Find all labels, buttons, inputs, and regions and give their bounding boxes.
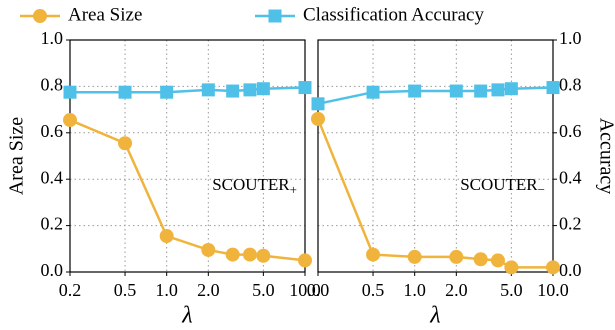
y-tick-label: 0.0 (559, 260, 582, 280)
y-tick-label: 0.2 (559, 214, 582, 234)
x-tick-label: 0.5 (114, 280, 137, 300)
annotation-text: SCOUTER (212, 175, 290, 194)
marker (159, 229, 174, 244)
y-tick-label: 0.4 (41, 167, 64, 187)
marker (504, 82, 518, 96)
marker (504, 260, 519, 275)
marker (311, 97, 325, 111)
y-tick-label: 0.6 (559, 121, 582, 141)
marker (311, 111, 325, 126)
x-tick-label: 5.0 (500, 280, 523, 300)
x-tick-label: 0.5 (362, 280, 385, 300)
annotation-sub: − (538, 182, 545, 197)
marker (407, 249, 422, 264)
y-tick-label: 1.0 (559, 28, 582, 48)
marker (243, 83, 257, 97)
marker (449, 84, 463, 98)
x-tick-label: 10.0 (289, 280, 321, 300)
plot-frame (69, 39, 306, 273)
x-axis-label: λ (429, 303, 440, 329)
marker (366, 85, 380, 99)
marker (449, 249, 464, 264)
y-tick-label: 0.2 (41, 214, 64, 234)
y-tick-label: 0.0 (41, 260, 64, 280)
legend-marker (33, 9, 47, 23)
x-tick-label: 0.0 (307, 280, 330, 300)
marker (490, 253, 505, 268)
marker (225, 247, 240, 262)
marker (491, 83, 505, 97)
y-tick-label: 0.6 (41, 121, 64, 141)
x-tick-label: 1.0 (155, 280, 178, 300)
marker (201, 242, 216, 257)
plot-frame (317, 39, 554, 273)
marker (160, 85, 174, 99)
marker (473, 252, 488, 267)
marker (118, 136, 133, 151)
marker (474, 84, 488, 98)
x-tick-label: 5.0 (252, 280, 275, 300)
annotation: SCOUTER− (460, 175, 545, 197)
marker (546, 260, 560, 275)
annotation-text: SCOUTER (460, 175, 538, 194)
marker (63, 85, 77, 99)
marker (63, 113, 77, 128)
marker (546, 81, 560, 95)
marker (298, 253, 312, 268)
legend-label: Area Size (68, 4, 142, 25)
y-axis-label: Accuracy (595, 118, 615, 195)
marker (118, 85, 132, 99)
annotation-sub: + (290, 182, 297, 197)
x-axis-label: λ (181, 303, 192, 329)
legend-label: Classification Accuracy (303, 4, 484, 25)
y-tick-label: 1.0 (41, 28, 64, 48)
y-tick-label: 0.8 (41, 75, 64, 95)
x-tick-label: 10.0 (537, 280, 569, 300)
marker (226, 84, 240, 98)
x-tick-label: 0.2 (59, 280, 82, 300)
x-tick-label: 2.0 (197, 280, 220, 300)
marker (408, 84, 422, 98)
legend-marker (268, 9, 282, 23)
x-tick-label: 2.0 (445, 280, 468, 300)
marker (366, 247, 381, 262)
y-tick-label: 0.8 (559, 75, 582, 95)
marker (256, 248, 271, 263)
x-tick-label: 1.0 (403, 280, 426, 300)
y-axis-label: Area Size (6, 117, 28, 195)
marker (242, 247, 257, 262)
marker (256, 82, 270, 96)
y-tick-label: 0.4 (559, 167, 582, 187)
marker (298, 81, 312, 95)
annotation: SCOUTER+ (212, 175, 297, 197)
marker (201, 83, 215, 97)
